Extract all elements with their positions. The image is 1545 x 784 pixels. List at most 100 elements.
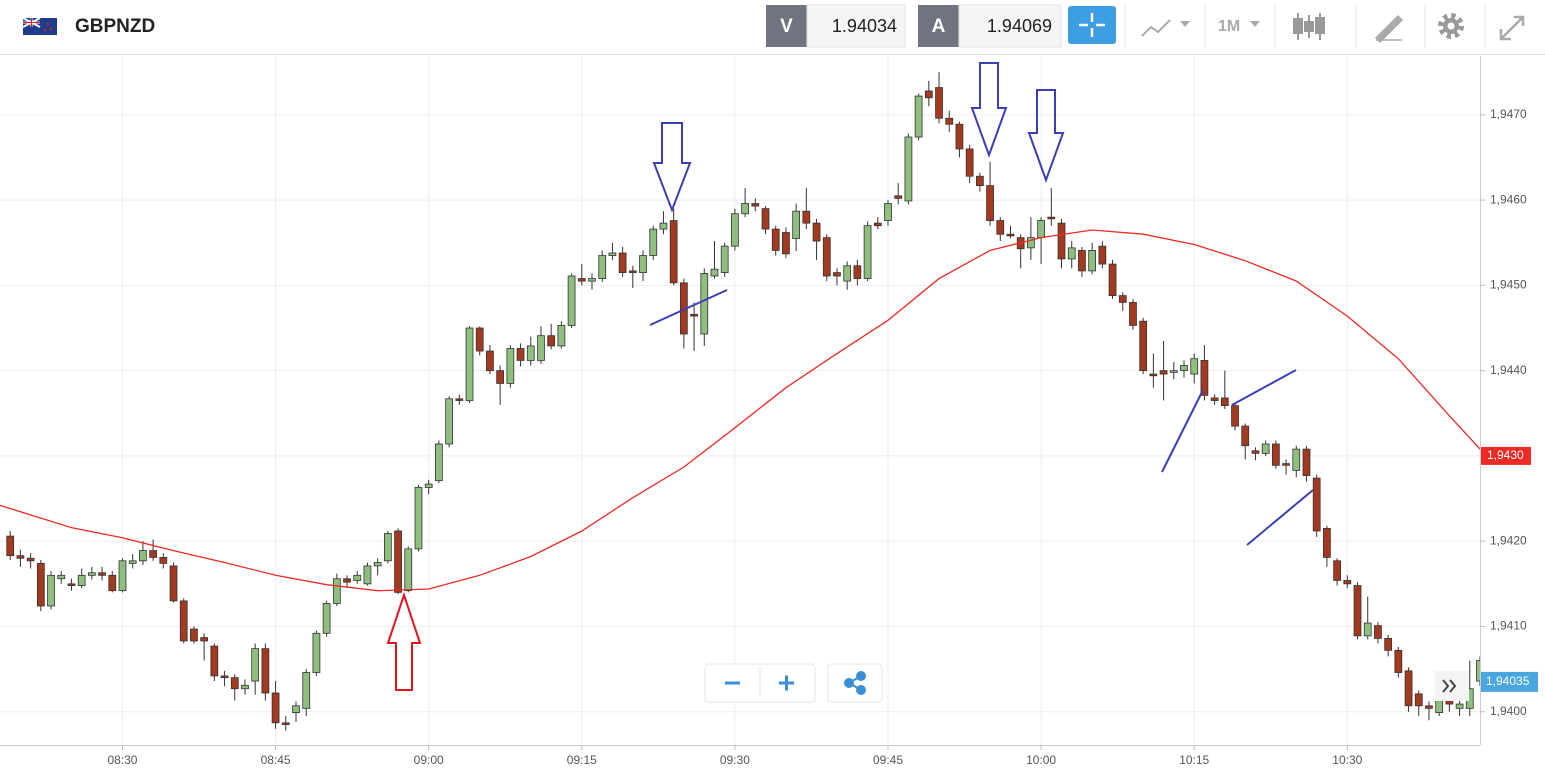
crosshair-button[interactable] xyxy=(1068,6,1116,44)
candle-body xyxy=(1098,245,1107,265)
candle-body xyxy=(720,245,729,273)
trend-line xyxy=(1246,489,1314,546)
candle-body xyxy=(465,327,474,401)
candle-body xyxy=(1006,233,1015,237)
ask-price[interactable]: 1.94069 xyxy=(987,16,1052,36)
y-tick-label: 1,9460 xyxy=(1490,192,1527,206)
candle-body xyxy=(1282,463,1290,466)
candle-body xyxy=(1414,693,1423,707)
candle-body xyxy=(618,252,627,273)
candle-icon[interactable] xyxy=(1293,13,1325,40)
x-tick-label: 08:30 xyxy=(107,753,137,767)
candle-body xyxy=(1261,443,1270,454)
grid xyxy=(0,56,1480,745)
ask-label[interactable]: A xyxy=(932,16,946,37)
crosshair-icon[interactable] xyxy=(1079,13,1105,37)
candle-body xyxy=(506,348,515,384)
candle-body xyxy=(373,562,382,567)
candle-body xyxy=(1394,649,1403,673)
candle-body xyxy=(863,225,872,279)
candle-body xyxy=(577,278,586,282)
candle-body xyxy=(343,578,351,583)
bid-box[interactable] xyxy=(806,4,906,48)
drawing-tool-icon[interactable] xyxy=(1374,14,1404,44)
interval[interactable]: 1M xyxy=(1218,18,1240,35)
candle-body xyxy=(1363,622,1372,637)
ask-box[interactable] xyxy=(958,4,1062,48)
candle-body xyxy=(322,603,331,634)
candle-body xyxy=(1312,477,1321,532)
candle-body xyxy=(47,574,55,607)
candle-body xyxy=(1251,450,1260,454)
candle-body xyxy=(179,600,188,642)
candle-body xyxy=(975,175,984,187)
candle-body xyxy=(1190,358,1199,375)
scroll-end-icon[interactable] xyxy=(1442,679,1457,693)
y-tick-label: 1,9470 xyxy=(1490,107,1527,121)
flag-icon xyxy=(22,17,57,35)
candle-body xyxy=(475,327,484,352)
candle-body xyxy=(924,90,933,99)
candle-body xyxy=(190,628,198,642)
symbol: GBPNZD xyxy=(75,16,155,37)
candle-body xyxy=(1374,625,1382,639)
candle-body xyxy=(690,313,698,317)
candle-body xyxy=(996,220,1005,235)
dropdown-caret[interactable] xyxy=(1250,21,1260,27)
candle-body xyxy=(230,677,239,690)
y-tick-label: 1,9450 xyxy=(1490,278,1527,292)
candle-body xyxy=(251,648,260,682)
candle-body xyxy=(945,117,954,125)
ma-price-label: 1,9430 xyxy=(1487,448,1524,462)
candle-body xyxy=(751,203,760,207)
candle-body xyxy=(761,208,770,230)
share-button[interactable] xyxy=(827,663,883,703)
candle-body xyxy=(424,483,433,488)
trend-line xyxy=(1161,389,1204,473)
chart-type-icon[interactable] xyxy=(1141,19,1171,37)
candle-body xyxy=(1241,425,1250,447)
x-tick-label: 10:15 xyxy=(1179,753,1209,767)
candle-body xyxy=(1231,405,1239,427)
candle-body xyxy=(210,645,219,677)
candle-body xyxy=(1108,263,1117,297)
zoom-controls[interactable] xyxy=(704,663,1469,703)
share-icon[interactable] xyxy=(844,671,866,695)
candle-body xyxy=(108,574,117,592)
candle-body xyxy=(6,535,15,557)
toolbar: GBPNZD V 1.94034 A 1.94069 1M xyxy=(0,0,1545,55)
bid-label[interactable]: V xyxy=(780,16,793,37)
down-arrow xyxy=(1027,89,1065,183)
x-tick-label: 08:45 xyxy=(261,753,291,767)
candle-body xyxy=(169,565,178,602)
candle-body xyxy=(1078,250,1086,272)
candle-body xyxy=(1455,703,1464,709)
dropdown-caret[interactable] xyxy=(1180,21,1190,27)
x-tick-label: 09:45 xyxy=(873,753,903,767)
bid-button[interactable] xyxy=(766,5,807,47)
candle-body xyxy=(782,232,790,255)
candle-body xyxy=(404,548,413,592)
bid-price[interactable]: 1.94034 xyxy=(832,16,897,36)
ask-button[interactable] xyxy=(918,5,959,47)
candle-body xyxy=(36,562,45,607)
settings-icon[interactable] xyxy=(1438,13,1464,39)
candle-body xyxy=(1159,370,1168,375)
candle-body xyxy=(98,572,106,576)
candle-body xyxy=(1129,302,1137,326)
candle-body xyxy=(1435,700,1444,713)
scroll-end-button[interactable] xyxy=(1435,671,1469,701)
candle-body xyxy=(965,148,974,177)
annotations xyxy=(386,62,1314,691)
candle-body xyxy=(1404,670,1413,707)
fullscreen-icon[interactable] xyxy=(1499,15,1525,41)
candle-body xyxy=(710,268,719,277)
candle-body xyxy=(1476,660,1480,682)
candle-body xyxy=(139,550,147,562)
candle-body xyxy=(986,185,994,221)
candle-body xyxy=(292,705,300,713)
candle-body xyxy=(669,220,678,284)
candle-body xyxy=(1118,295,1127,303)
candle-body xyxy=(149,550,157,558)
